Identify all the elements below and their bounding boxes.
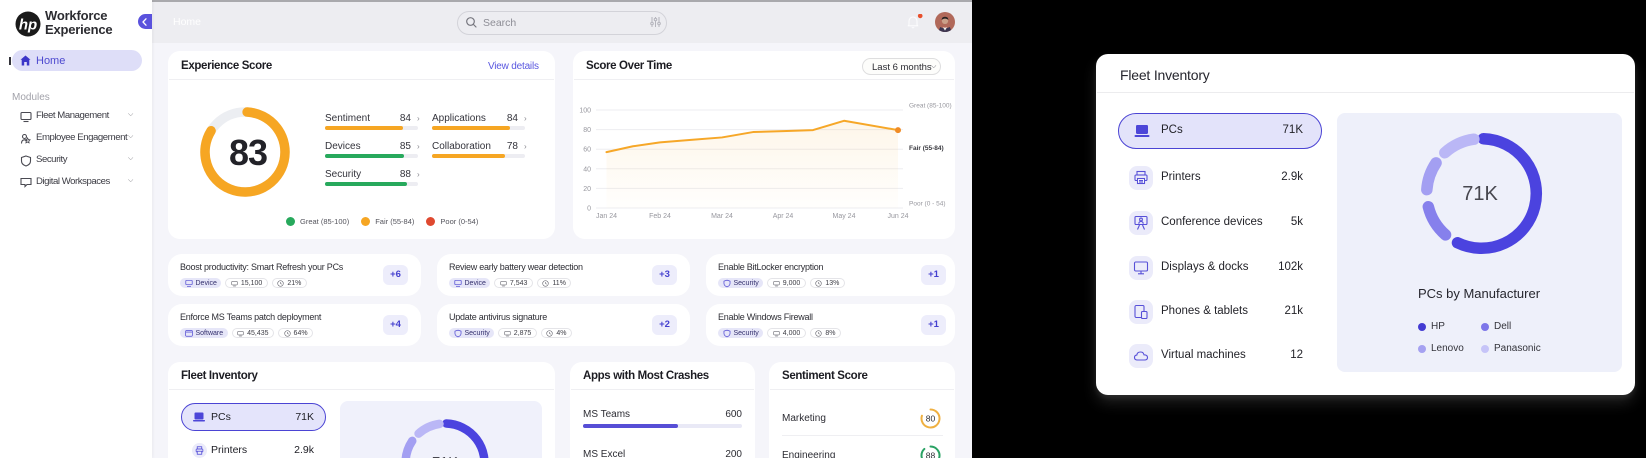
svg-text:Jun 24: Jun 24: [887, 213, 908, 220]
svg-text:Great (85-100): Great (85-100): [909, 102, 952, 109]
svg-text:Apr 24: Apr 24: [773, 213, 794, 220]
svg-text:20: 20: [583, 186, 591, 193]
svg-text:40: 40: [583, 166, 591, 173]
svg-text:Poor (0 - 54): Poor (0 - 54): [909, 201, 946, 208]
svg-text:88: 88: [926, 451, 936, 458]
svg-text:Jan 24: Jan 24: [596, 213, 617, 220]
svg-text:May 24: May 24: [833, 213, 856, 220]
svg-text:0: 0: [587, 206, 591, 213]
svg-text:Feb 24: Feb 24: [649, 213, 671, 220]
svg-text:71K: 71K: [432, 455, 458, 458]
svg-text:83: 83: [229, 132, 267, 173]
svg-text:Fair (55-84): Fair (55-84): [909, 145, 944, 152]
svg-text:Mar 24: Mar 24: [711, 213, 733, 220]
svg-text:100: 100: [579, 108, 591, 115]
svg-text:hp: hp: [19, 17, 37, 34]
svg-text:80: 80: [926, 414, 936, 424]
svg-text:80: 80: [583, 127, 591, 134]
svg-text:60: 60: [583, 147, 591, 154]
